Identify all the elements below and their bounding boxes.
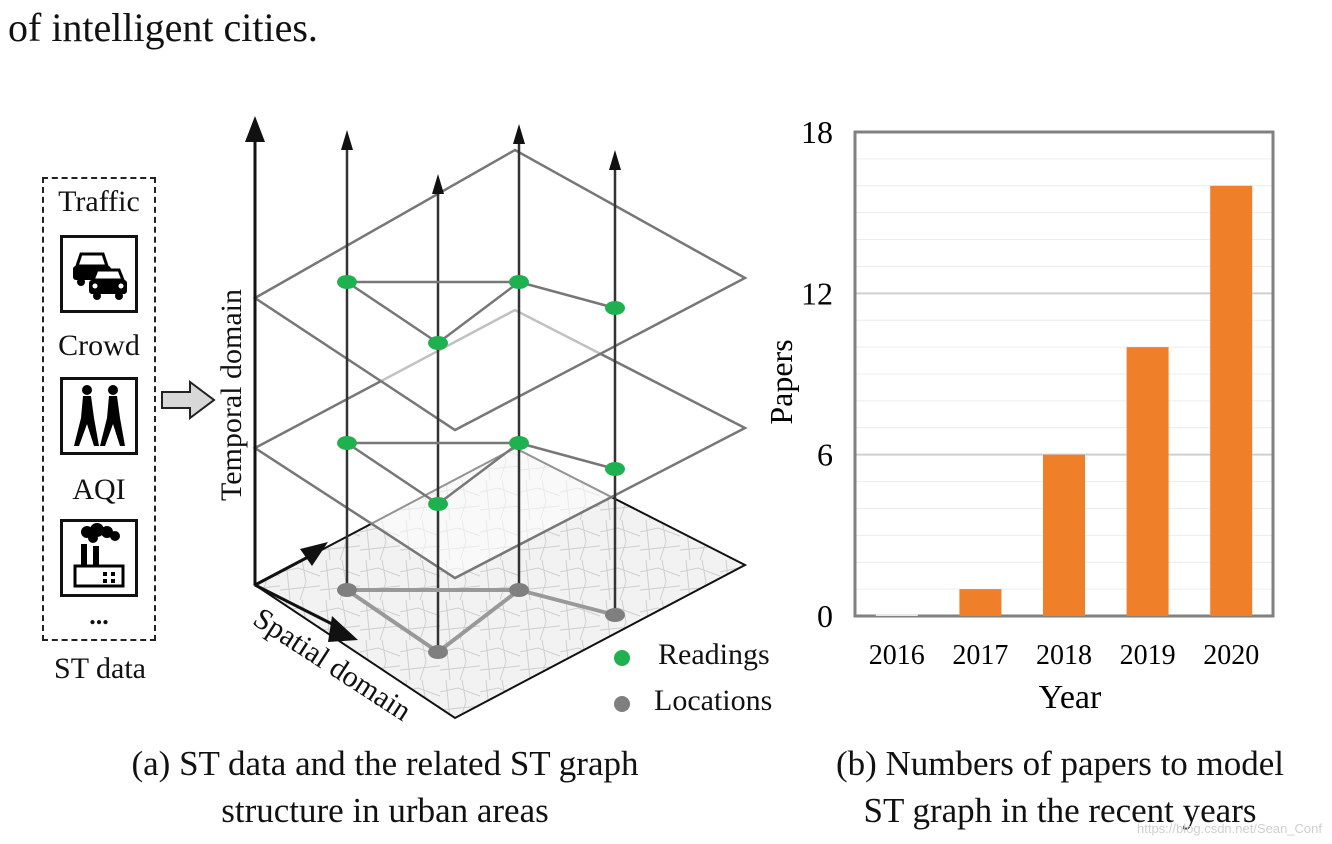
st-data-caption: ST data bbox=[54, 652, 146, 685]
readings-legend-label: Readings bbox=[658, 638, 770, 671]
temporal-domain-label: Temporal domain bbox=[215, 288, 248, 502]
location-node bbox=[428, 645, 448, 659]
y-tick-label: 0 bbox=[817, 598, 833, 634]
reading-node bbox=[337, 275, 357, 289]
right-arrow-icon bbox=[161, 380, 216, 420]
caption-b: (b) Numbers of papers to model ST graph … bbox=[760, 740, 1332, 834]
time-plane-upper bbox=[252, 148, 748, 432]
y-tick-label: 6 bbox=[817, 437, 833, 473]
y-tick-label: 18 bbox=[801, 114, 833, 150]
reading-node bbox=[605, 301, 625, 315]
crowd-label: Crowd bbox=[58, 329, 140, 362]
legend: Readings Locations bbox=[610, 636, 800, 726]
x-tick-label: 2017 bbox=[952, 640, 1008, 671]
bar bbox=[1126, 347, 1169, 616]
graph-edges-map bbox=[345, 588, 525, 655]
graph-edges-upper bbox=[346, 280, 523, 345]
caption-b-line2: ST graph in the recent years bbox=[863, 791, 1257, 830]
spatial-axis-arrowhead-right bbox=[328, 616, 358, 642]
ellipsis: ... bbox=[89, 601, 109, 630]
vertical-arrowhead bbox=[341, 130, 353, 150]
reading-node bbox=[509, 275, 529, 289]
reading-node bbox=[428, 336, 448, 350]
graph-edges-upper-right bbox=[518, 280, 616, 310]
location-node bbox=[337, 583, 357, 597]
traffic-label: Traffic bbox=[58, 185, 140, 218]
graph-edges-lower bbox=[346, 441, 523, 506]
reading-node bbox=[509, 436, 529, 450]
st-graph-illustration bbox=[245, 116, 748, 720]
vertical-arrowhead bbox=[609, 150, 621, 170]
caption-b-line1: (b) Numbers of papers to model bbox=[835, 744, 1285, 783]
graph-edges-lower-right bbox=[518, 441, 616, 471]
caption-a-line2: structure in urban areas bbox=[221, 791, 549, 830]
graph-edges-map-right bbox=[518, 588, 616, 617]
x-tick-label: 2016 bbox=[869, 640, 925, 671]
location-node bbox=[605, 608, 625, 622]
traffic-cars-icon bbox=[60, 235, 138, 313]
intro-text: of intelligent cities. bbox=[8, 5, 318, 50]
factory-pollution-icon bbox=[60, 519, 138, 597]
watermark: https://blog.csdn.net/Sean_Conf bbox=[1136, 821, 1322, 836]
bar bbox=[1043, 454, 1085, 616]
papers-bar-chart: 0 6 12 18 2016 2017 2018 2019 2020 Papers Year bbox=[763, 114, 1275, 716]
temporal-axis-arrowhead bbox=[245, 116, 265, 142]
x-axis-label: Year bbox=[1039, 679, 1102, 716]
x-tick-label: 2018 bbox=[1036, 640, 1092, 671]
y-axis-label: Papers bbox=[763, 339, 799, 424]
pedestrians-icon bbox=[60, 377, 138, 455]
reading-node bbox=[428, 497, 448, 511]
st-data-panel: Traffic Crowd AQI bbox=[42, 177, 156, 641]
locations-legend-dot bbox=[614, 696, 630, 712]
spatial-axis-arrowhead-up bbox=[300, 542, 328, 566]
aqi-label: AQI bbox=[72, 473, 126, 506]
locations-legend-label: Locations bbox=[654, 684, 773, 717]
x-tick-label: 2019 bbox=[1120, 640, 1176, 671]
readings-legend-dot bbox=[614, 650, 630, 666]
reading-node bbox=[337, 436, 357, 450]
location-node bbox=[509, 583, 529, 597]
bar bbox=[1210, 185, 1253, 616]
bar bbox=[875, 614, 918, 616]
vertical-arrowhead bbox=[513, 124, 525, 144]
reading-node bbox=[605, 462, 625, 476]
bar bbox=[959, 589, 1002, 616]
y-tick-label: 12 bbox=[801, 275, 833, 311]
caption-a: (a) ST data and the related ST graph str… bbox=[40, 740, 730, 834]
caption-a-line1: (a) ST data and the related ST graph bbox=[131, 744, 639, 783]
x-tick-label: 2020 bbox=[1203, 640, 1259, 671]
vertical-arrowhead bbox=[432, 174, 444, 194]
